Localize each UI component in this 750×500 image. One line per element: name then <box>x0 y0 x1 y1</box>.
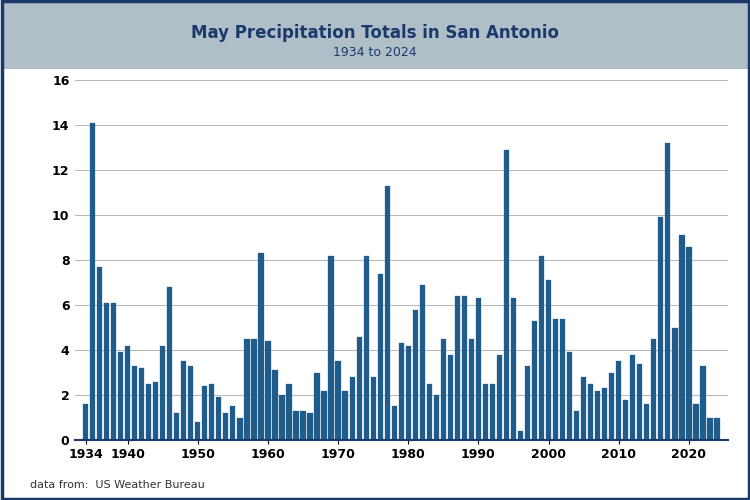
Bar <box>392 406 397 440</box>
Bar <box>567 352 572 440</box>
Bar <box>700 366 706 440</box>
Bar <box>258 253 263 440</box>
Bar <box>279 395 284 440</box>
Bar <box>686 246 692 440</box>
Bar <box>644 404 650 440</box>
Bar <box>188 366 194 440</box>
Bar <box>139 368 144 440</box>
Bar <box>490 384 495 440</box>
Bar <box>398 343 404 440</box>
Bar <box>272 370 278 440</box>
Bar <box>553 318 558 440</box>
Bar <box>202 386 208 440</box>
Bar <box>539 256 544 440</box>
Bar <box>209 384 214 440</box>
Bar <box>377 274 382 440</box>
Bar <box>125 346 130 440</box>
Bar <box>638 364 643 440</box>
Bar <box>518 431 524 440</box>
Bar <box>314 372 320 440</box>
Bar <box>174 413 179 440</box>
Text: 1934 to 2024: 1934 to 2024 <box>333 46 417 59</box>
Bar <box>560 318 566 440</box>
Bar <box>588 384 593 440</box>
Bar <box>308 413 313 440</box>
Bar <box>651 339 656 440</box>
Bar <box>574 411 579 440</box>
Bar <box>672 328 677 440</box>
Text: May Precipitation Totals in San Antonio: May Precipitation Totals in San Antonio <box>191 24 559 42</box>
Bar <box>433 395 439 440</box>
Bar <box>97 267 102 440</box>
Bar <box>609 372 614 440</box>
Bar <box>525 366 530 440</box>
Bar <box>266 341 271 440</box>
Text: data from:  US Weather Bureau: data from: US Weather Bureau <box>30 480 205 490</box>
Bar <box>602 388 608 440</box>
Bar <box>224 413 229 440</box>
Bar <box>230 406 236 440</box>
Bar <box>181 361 187 440</box>
Bar <box>385 186 390 440</box>
Bar <box>616 361 622 440</box>
Bar <box>83 404 88 440</box>
Bar <box>111 302 116 440</box>
Bar <box>595 390 600 440</box>
Bar <box>665 143 670 440</box>
Bar <box>364 256 369 440</box>
Bar <box>370 377 376 440</box>
Bar <box>476 298 481 440</box>
Bar <box>511 298 516 440</box>
Bar <box>454 296 460 440</box>
Bar <box>546 280 551 440</box>
Bar <box>286 384 292 440</box>
Bar <box>90 122 95 440</box>
Bar <box>118 352 123 440</box>
Bar <box>413 310 418 440</box>
Bar <box>707 418 712 440</box>
Bar <box>328 256 334 440</box>
Bar <box>532 321 537 440</box>
Bar <box>420 285 425 440</box>
Bar <box>251 339 257 440</box>
Bar <box>322 390 327 440</box>
Bar <box>623 400 628 440</box>
Bar <box>335 361 340 440</box>
Bar <box>293 411 298 440</box>
Bar <box>146 384 152 440</box>
Bar <box>630 354 635 440</box>
Bar <box>469 339 474 440</box>
Bar <box>441 339 446 440</box>
Bar <box>104 302 110 440</box>
Bar <box>356 336 362 440</box>
Bar <box>244 339 250 440</box>
Bar <box>132 366 137 440</box>
Bar <box>483 384 488 440</box>
Bar <box>496 354 502 440</box>
Bar <box>581 377 586 440</box>
Bar <box>427 384 432 440</box>
Bar <box>301 411 306 440</box>
Bar <box>153 382 158 440</box>
Bar <box>160 346 165 440</box>
Text: Inches: Inches <box>46 52 92 66</box>
Bar <box>658 217 664 440</box>
Bar <box>406 346 411 440</box>
Bar <box>714 418 719 440</box>
Bar <box>504 150 509 440</box>
Bar <box>167 287 172 440</box>
Bar <box>216 397 221 440</box>
Bar <box>237 418 242 440</box>
Bar <box>195 422 200 440</box>
Bar <box>350 377 355 440</box>
Bar <box>462 296 467 440</box>
Bar <box>448 354 453 440</box>
Bar <box>680 236 685 440</box>
Bar <box>343 390 348 440</box>
Bar <box>693 404 698 440</box>
